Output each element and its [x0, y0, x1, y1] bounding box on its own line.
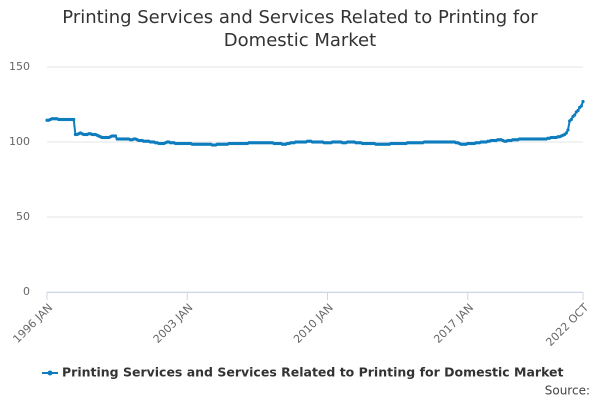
point [581, 99, 585, 104]
point [576, 108, 580, 113]
x-tick-label: 2022 OCT [543, 301, 591, 349]
chart-title: Printing Services and Services Related t… [62, 7, 538, 51]
y-tick-label: 0 [23, 285, 30, 298]
point [72, 117, 76, 122]
y-tick-label: 150 [9, 60, 30, 73]
legend-marker [47, 370, 53, 376]
x-tick-label: 2010 JAN [291, 301, 336, 346]
x-tick-label: 1996 JAN [10, 301, 55, 346]
y-tick-label: 50 [16, 210, 30, 223]
point [566, 128, 570, 132]
point [573, 113, 577, 117]
legend-label: Printing Services and Services Related t… [62, 365, 564, 380]
y-tick-label: 100 [9, 135, 30, 148]
point [569, 117, 573, 122]
source: Source: [545, 384, 590, 398]
point [113, 134, 118, 138]
x-tick-label: 2017 JAN [431, 301, 476, 346]
x-tick-label: 2003 JAN [151, 301, 196, 346]
point [579, 104, 583, 108]
point [564, 131, 568, 135]
